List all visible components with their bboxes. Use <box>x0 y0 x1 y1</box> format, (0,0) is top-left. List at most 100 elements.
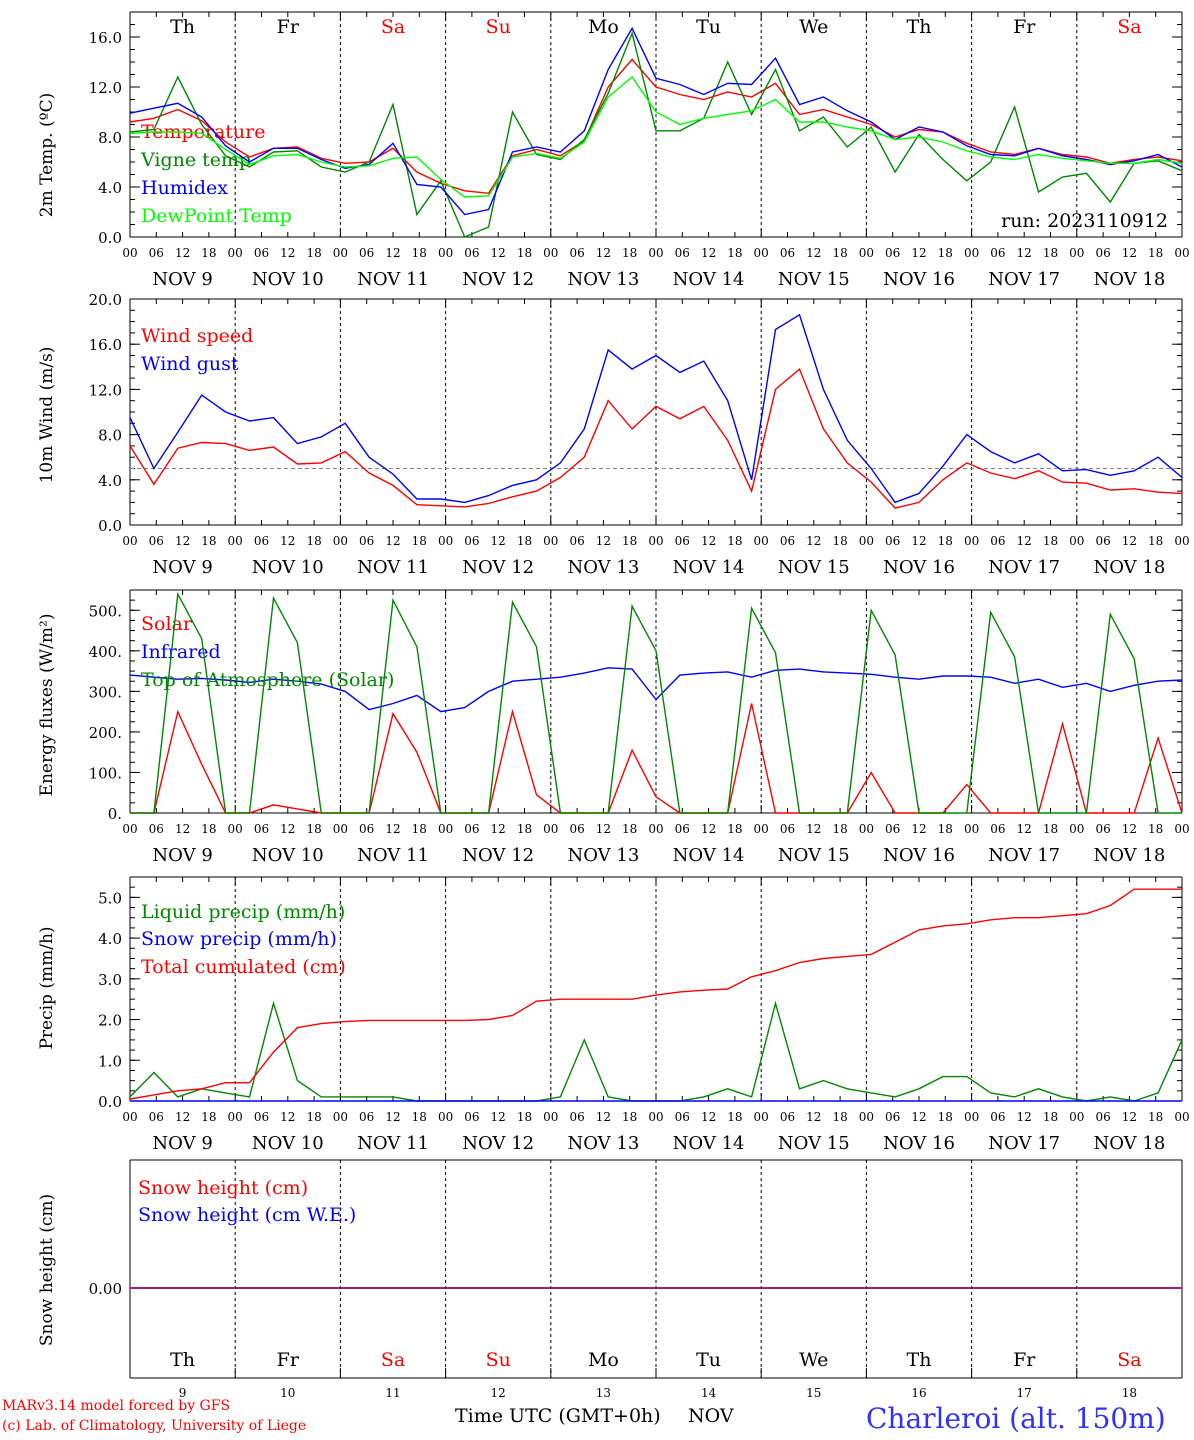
hour-tick-label: 18 <box>412 822 427 836</box>
series-line <box>129 58 1183 195</box>
hour-tick-label: 06 <box>780 822 795 836</box>
date-label: NOV 13 <box>567 1133 639 1154</box>
hour-tick-label: 18 <box>938 822 953 836</box>
day-number-label: 13 <box>596 1386 611 1400</box>
hour-tick-label: 06 <box>254 246 269 260</box>
hour-tick-label: 00 <box>648 246 663 260</box>
hour-tick-label: 00 <box>228 822 243 836</box>
y-tick-label: 400. <box>89 643 122 661</box>
hour-tick-label: 12 <box>385 822 400 836</box>
hour-tick-label: 18 <box>727 822 742 836</box>
hour-tick-label: 12 <box>911 1110 926 1124</box>
weekday-label: Fr <box>277 16 300 38</box>
hour-tick-label: 12 <box>911 822 926 836</box>
y-tick-label: 300. <box>89 683 122 701</box>
series-line <box>129 313 1183 504</box>
weekday-label: We <box>799 1349 828 1371</box>
hour-tick-label: 18 <box>517 1110 532 1124</box>
date-label: NOV 17 <box>988 557 1060 578</box>
hour-tick-label: 18 <box>622 822 637 836</box>
hour-tick-label: 00 <box>964 822 979 836</box>
legend-entry: Infrared <box>141 641 221 663</box>
date-label: NOV 18 <box>1093 845 1165 866</box>
hour-tick-label: 18 <box>412 1110 427 1124</box>
hour-tick-label: 06 <box>1095 1110 1110 1124</box>
hour-tick-label: 12 <box>491 534 506 548</box>
y-tick-label: 12.0 <box>89 79 122 97</box>
panel-4: 00 06 12 18 00 06 12 18 00 06 12 18 00 06 12 18 00 06 12 18… <box>37 876 1190 1154</box>
hour-tick-label: 06 <box>254 822 269 836</box>
legend-entry: Vigne temp <box>140 149 251 171</box>
date-label: NOV 18 <box>1093 557 1165 578</box>
date-label: NOV 10 <box>252 845 324 866</box>
y-tick-label: 16.0 <box>89 336 122 354</box>
month-label: NOV <box>688 1405 734 1427</box>
date-label: NOV 16 <box>883 269 955 290</box>
date-label: NOV 18 <box>1093 269 1165 290</box>
y-axis-label: 2m Temp. (ºC) <box>37 93 57 218</box>
date-label: NOV 11 <box>357 269 429 290</box>
hour-tick-label: 00 <box>964 534 979 548</box>
date-label: NOV 14 <box>673 269 745 290</box>
hour-tick-label: 06 <box>990 246 1005 260</box>
hour-tick-label: 12 <box>806 822 821 836</box>
legend-entry: Liquid precip (mm/h) <box>141 901 345 923</box>
weekday-label: We <box>799 16 828 38</box>
hour-tick-label: 18 <box>622 1110 637 1124</box>
hour-tick-label: 18 <box>1043 534 1058 548</box>
weekday-label: Sa <box>1117 1349 1141 1371</box>
hour-tick-label: 12 <box>175 246 190 260</box>
y-tick-label: 0.0 <box>98 229 122 247</box>
date-label: NOV 17 <box>988 269 1060 290</box>
date-label: NOV 16 <box>883 557 955 578</box>
hour-tick-label: 12 <box>1122 534 1137 548</box>
hour-tick-label: 00 <box>228 534 243 548</box>
y-tick-label: 100. <box>89 764 122 782</box>
y-axis-label: 10m Wind (m/s) <box>37 347 57 484</box>
weekday-label: Tu <box>696 1349 721 1371</box>
legend-entry: Snow height (cm W.E.) <box>138 1204 356 1226</box>
y-tick-label: 20.0 <box>89 291 122 309</box>
hour-tick-label: 00 <box>754 822 769 836</box>
panel-3: 00 06 12 18 00 06 12 18 00 06 12 18 00 06 12 18 00 06 12 18… <box>37 589 1190 866</box>
date-label: NOV 10 <box>252 269 324 290</box>
hour-tick-label: 06 <box>885 1110 900 1124</box>
legend-entry: Wind gust <box>141 353 239 375</box>
hour-tick-label: 00 <box>964 1110 979 1124</box>
date-label: NOV 12 <box>462 269 534 290</box>
day-number-label: 10 <box>280 1386 295 1400</box>
weekday-label: Sa <box>381 16 405 38</box>
hour-tick-label: 18 <box>412 246 427 260</box>
date-label: NOV 13 <box>567 845 639 866</box>
hour-tick-label: 00 <box>754 246 769 260</box>
hour-tick-label: 06 <box>254 1110 269 1124</box>
hour-tick-label: 00 <box>1069 246 1084 260</box>
date-label: NOV 11 <box>357 557 429 578</box>
hour-tick-label: 06 <box>675 822 690 836</box>
hour-tick-label: 06 <box>464 246 479 260</box>
y-axis-label: Energy fluxes (W/m²) <box>37 614 57 797</box>
legend-entry: Total cumulated (cm) <box>141 956 346 978</box>
hour-tick-label: 00 <box>543 534 558 548</box>
legend-entry: Snow precip (mm/h) <box>141 928 337 950</box>
y-tick-label: 8.0 <box>98 129 122 147</box>
series-line <box>129 75 1183 198</box>
y-axis-label: Snow height (cm) <box>37 1194 57 1346</box>
weekday-label: Tu <box>696 16 721 38</box>
y-tick-label: 0. <box>108 805 122 823</box>
hour-tick-label: 06 <box>569 246 584 260</box>
y-tick-label: 0.0 <box>98 1093 122 1111</box>
hour-tick-label: 06 <box>464 822 479 836</box>
hour-tick-label: 18 <box>938 1110 953 1124</box>
hour-tick-label: 06 <box>990 1110 1005 1124</box>
weekday-label: Mo <box>588 16 619 38</box>
hour-tick-label: 00 <box>438 1110 453 1124</box>
hour-tick-label: 00 <box>859 246 874 260</box>
hour-tick-label: 00 <box>1174 822 1189 836</box>
legend-entry: Top of Atmosphere (Solar) <box>141 669 394 691</box>
date-label: NOV 9 <box>152 269 212 290</box>
hour-tick-label: 06 <box>464 534 479 548</box>
y-tick-label: 8.0 <box>98 427 122 445</box>
hour-tick-label: 18 <box>1043 822 1058 836</box>
